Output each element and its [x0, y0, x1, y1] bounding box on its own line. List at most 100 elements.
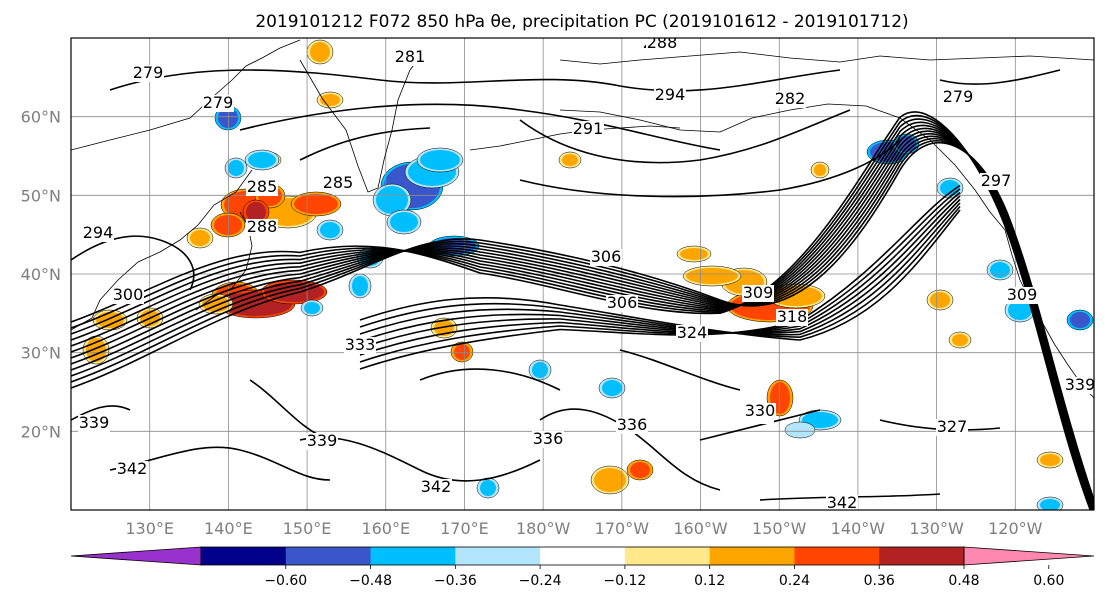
- precip-contour-fill: [320, 94, 340, 106]
- x-tick-label: 130°W: [909, 519, 964, 538]
- colorbar-tick-label: 0.60: [1033, 573, 1064, 589]
- colorbar-tick-label: 0.48: [948, 573, 979, 589]
- y-tick-label: 20°N: [21, 422, 61, 441]
- contour-label: 318: [777, 307, 808, 326]
- colorbar-extend-low: [70, 546, 202, 566]
- colorbar-segment: [455, 547, 541, 565]
- contour-label: 324: [677, 323, 708, 342]
- precip-contour-fill: [190, 230, 210, 246]
- precip-contour-fill: [788, 424, 812, 436]
- precip-contour-fill: [228, 160, 244, 176]
- map-area: 2792792812822822882852852882912942942972…: [70, 33, 1095, 511]
- contour-label: 309: [1007, 285, 1038, 304]
- precip-contour-fill: [630, 462, 650, 478]
- precip-contour-fill: [454, 344, 470, 360]
- contour-label-bg: [744, 403, 776, 420]
- precip-contour-fill: [320, 222, 340, 238]
- precip-contour-fill: [814, 164, 826, 176]
- x-tick-label: 130°E: [125, 519, 174, 538]
- coastline-china: [71, 169, 253, 331]
- contour-label-bg: [606, 295, 638, 312]
- colorbar-segment: [540, 547, 626, 565]
- precip-contour-fill: [310, 42, 330, 62]
- theta-e-contour-line: [299, 127, 431, 161]
- colorbar-extend-high: [963, 546, 1095, 566]
- theta-e-contour-line: [419, 368, 561, 391]
- precip-contour-fill: [376, 186, 408, 214]
- contour-label: 330: [745, 401, 776, 420]
- contour-label-layer: 2792792812822822882852852882912942942972…: [78, 33, 1094, 510]
- contour-label: 288: [647, 33, 678, 52]
- contour-label: 294: [83, 223, 114, 242]
- precip-contour-fill: [594, 468, 626, 492]
- coastline-asia: [71, 39, 301, 151]
- contour-label: 282: [775, 89, 806, 108]
- x-tick-label: 160°E: [361, 519, 410, 538]
- contour-label: 279: [133, 63, 164, 82]
- contour-label: 306: [591, 247, 622, 266]
- theta-e-contour-line: [619, 349, 741, 391]
- y-tick-label: 30°N: [21, 344, 61, 363]
- precip-contour-fill: [304, 302, 320, 314]
- contour-label-bg: [936, 419, 968, 436]
- x-tick-label: 150°W: [752, 519, 807, 538]
- colorbar-segment: [794, 547, 880, 565]
- contour-label-bg: [112, 287, 144, 304]
- contour-label-bg: [394, 49, 426, 66]
- theta-e-contour-line: [71, 405, 131, 421]
- theta-e-contour-line: [939, 69, 1061, 85]
- contour-label-bg: [322, 175, 354, 192]
- contour-label-bg: [116, 461, 148, 478]
- contour-label: 294: [655, 85, 686, 104]
- contour-label: 339: [79, 413, 110, 432]
- contour-label: 327: [937, 417, 968, 436]
- contour-label: 336: [533, 429, 564, 448]
- colorbar-tick-label: −0.48: [349, 573, 392, 589]
- x-tick-label: 150°E: [283, 519, 332, 538]
- contour-label-bg: [246, 219, 278, 236]
- y-tick-label: 40°N: [21, 265, 61, 284]
- precip-contour-fill: [294, 194, 338, 214]
- precip-contour-fill: [1008, 300, 1032, 320]
- colorbar-tick-label: 0.12: [694, 573, 725, 589]
- theta-e-contour-line: [109, 69, 841, 92]
- colorbar-tick-label: 0.24: [779, 573, 810, 589]
- precip-contour-fill: [480, 480, 496, 496]
- y-tick-label: 50°N: [21, 186, 61, 205]
- precip-contour-fill: [680, 248, 708, 260]
- theta-e-contour-line: [109, 446, 331, 481]
- coastline-alaska: [559, 103, 1006, 231]
- contour-label-bg: [1064, 377, 1094, 394]
- x-tick-label: 160°W: [673, 519, 728, 538]
- theta-e-contour-line: [699, 409, 821, 441]
- colorbar-segment: [879, 547, 965, 565]
- precip-contour-fill: [1040, 454, 1060, 466]
- theta-e-contour-line: [71, 235, 195, 291]
- contour-label-bg: [980, 173, 1012, 190]
- precip-contour-fill: [1040, 499, 1060, 510]
- precip-contour-fill: [246, 202, 266, 222]
- precip-contour-fill: [562, 154, 578, 166]
- precip-contour-fill: [352, 276, 368, 296]
- contour-label-bg: [420, 479, 452, 496]
- contour-label: 291: [573, 119, 604, 138]
- contour-label-bg: [826, 495, 858, 510]
- contour-label-bg: [306, 433, 338, 450]
- contour-label: 279: [203, 93, 234, 112]
- contour-label: 309: [743, 283, 774, 302]
- contour-label-bg: [78, 415, 110, 432]
- colorbar-tick-label: −0.12: [603, 573, 646, 589]
- colorbar-segment: [201, 547, 287, 565]
- contour-label-bg: [590, 249, 622, 266]
- contour-label: 333: [345, 335, 376, 354]
- precip-contour-fill: [686, 268, 738, 284]
- contour-label: 285: [247, 177, 278, 196]
- contour-label-bg: [776, 309, 808, 326]
- contour-label: 342: [117, 459, 148, 478]
- contour-label: 306: [607, 293, 638, 312]
- precip-contour-fill: [532, 362, 548, 378]
- precip-contour-fill: [390, 212, 418, 232]
- contour-label-bg: [132, 65, 164, 82]
- latitude-tick-labels: 60°N 50°N 40°N 30°N 20°N: [21, 108, 61, 442]
